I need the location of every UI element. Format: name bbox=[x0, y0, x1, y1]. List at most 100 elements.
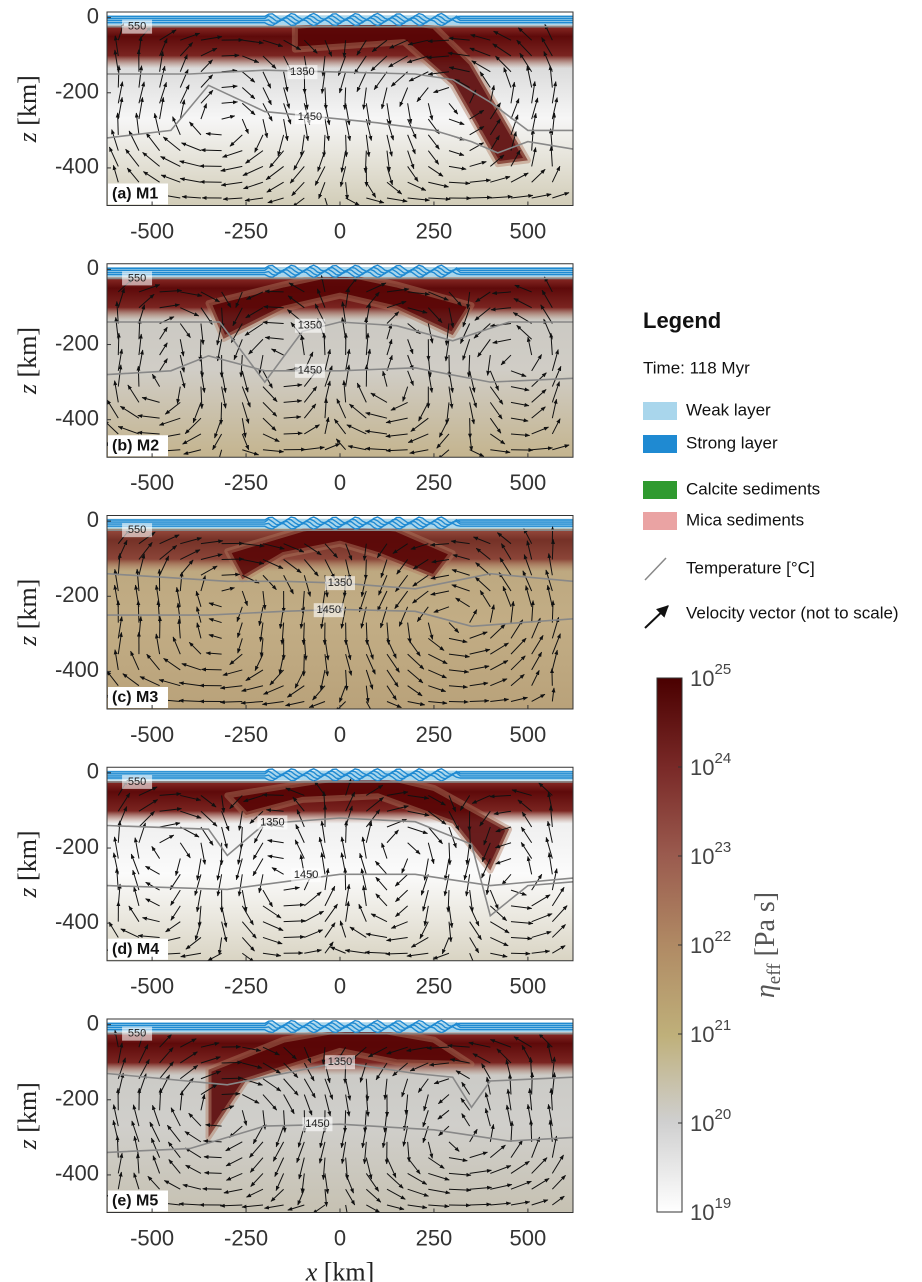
velocity-arrow bbox=[428, 1172, 450, 1181]
velocity-arrow bbox=[548, 65, 553, 88]
velocity-arrow bbox=[359, 852, 367, 875]
y-tick-label: -200 bbox=[55, 1086, 99, 1111]
y-tick-label: -200 bbox=[55, 582, 99, 607]
velocity-arrow bbox=[339, 166, 347, 188]
velocity-arrow bbox=[428, 1204, 450, 1209]
velocity-arrow bbox=[200, 370, 206, 393]
velocity-arrow bbox=[489, 417, 502, 434]
velocity-arrow bbox=[178, 1202, 201, 1207]
velocity-arrow bbox=[113, 35, 119, 57]
air bbox=[107, 767, 573, 771]
velocity-arrow bbox=[551, 687, 556, 702]
isotherm-label: 1450 bbox=[294, 869, 318, 881]
velocity-arrow bbox=[510, 401, 530, 407]
velocity-arrow bbox=[275, 1173, 285, 1192]
velocity-arrow bbox=[490, 194, 513, 199]
velocity-arrow bbox=[200, 553, 223, 560]
velocity-arrow bbox=[407, 150, 415, 170]
velocity-arrow bbox=[356, 71, 367, 93]
velocity-arrow bbox=[252, 1125, 264, 1145]
isotherm bbox=[107, 817, 573, 918]
velocity-arrow bbox=[147, 1175, 160, 1190]
velocity-arrow bbox=[252, 842, 264, 860]
velocity-arrow bbox=[462, 307, 471, 328]
velocity-arrow bbox=[208, 618, 222, 624]
velocity-arrow bbox=[407, 39, 429, 46]
velocity-arrow bbox=[200, 1056, 221, 1064]
velocity-arrow bbox=[500, 543, 512, 560]
velocity-arrow bbox=[160, 156, 181, 167]
velocity-arrow bbox=[339, 920, 347, 938]
panel-title: (b) M2 bbox=[112, 437, 159, 454]
velocity-arrow bbox=[304, 543, 322, 556]
y-tick-label: 0 bbox=[87, 507, 99, 532]
velocity-arrow bbox=[552, 192, 570, 199]
velocity-arrow bbox=[365, 820, 373, 843]
velocity-arrow bbox=[551, 633, 561, 655]
velocity-arrow bbox=[386, 701, 402, 709]
velocity-arrow bbox=[242, 39, 264, 45]
velocity-arrow bbox=[433, 606, 450, 613]
velocity-arrow bbox=[503, 67, 512, 88]
velocity-arrow bbox=[324, 365, 333, 387]
velocity-arrow bbox=[243, 794, 264, 803]
velocity-arrow bbox=[113, 836, 119, 859]
velocity-arrow bbox=[235, 291, 243, 308]
velocity-arrow bbox=[531, 389, 547, 403]
velocity-arrow bbox=[241, 590, 248, 607]
velocity-arrow bbox=[438, 417, 450, 438]
velocity-arrow bbox=[107, 399, 119, 419]
x-tick-label: 0 bbox=[334, 722, 346, 747]
velocity-arrow bbox=[433, 87, 450, 94]
velocity-arrow bbox=[159, 303, 180, 309]
velocity-arrow bbox=[428, 810, 447, 825]
velocity-arrow bbox=[402, 1125, 409, 1147]
velocity-arrow bbox=[158, 679, 181, 687]
velocity-arrow bbox=[159, 96, 165, 120]
velocity-arrow bbox=[407, 1172, 428, 1185]
velocity-arrow bbox=[241, 71, 256, 83]
velocity-arrow bbox=[262, 320, 284, 325]
velocity-arrow bbox=[510, 114, 519, 136]
velocity-arrow bbox=[303, 87, 309, 110]
velocity-arrow bbox=[427, 842, 435, 865]
velocity-arrow bbox=[317, 150, 326, 172]
velocity-arrow bbox=[221, 1091, 241, 1096]
velocity-arrow bbox=[345, 638, 352, 661]
velocity-arrow bbox=[427, 103, 434, 121]
velocity-arrow bbox=[292, 796, 305, 812]
velocity-arrow bbox=[221, 921, 228, 943]
velocity-arrow bbox=[475, 562, 491, 576]
velocity-arrow bbox=[371, 39, 388, 53]
velocity-arrow bbox=[125, 148, 140, 167]
crust-layer bbox=[107, 768, 573, 776]
velocity-arrow bbox=[432, 952, 450, 960]
velocity-arrow bbox=[242, 449, 260, 456]
velocity-arrow bbox=[448, 291, 462, 307]
velocity-arrow bbox=[316, 288, 326, 308]
velocity-arrow bbox=[492, 43, 512, 57]
velocity-arrow bbox=[285, 700, 305, 707]
velocity-arrow bbox=[547, 553, 553, 576]
velocity-arrow bbox=[416, 606, 429, 623]
velocity-arrow bbox=[303, 39, 318, 54]
isotherm-label-bg bbox=[325, 576, 355, 591]
velocity-arrow bbox=[428, 181, 449, 188]
velocity-arrow bbox=[324, 559, 336, 579]
velocity-arrow bbox=[269, 150, 285, 168]
velocity-arrow bbox=[479, 71, 491, 88]
velocity-arrow bbox=[241, 685, 264, 692]
panel-title-bg bbox=[108, 687, 168, 708]
velocity-arrow bbox=[200, 1083, 218, 1095]
velocity-arrow bbox=[265, 808, 284, 813]
x-tick-label: -250 bbox=[224, 974, 268, 999]
velocity-arrow bbox=[386, 805, 409, 812]
velocity-arrow bbox=[394, 873, 408, 887]
velocity-arrow bbox=[138, 1044, 149, 1064]
velocity-arrow bbox=[138, 1058, 150, 1079]
velocity-arrow bbox=[475, 547, 491, 560]
velocity-arrow bbox=[249, 1157, 264, 1173]
velocity-arrow bbox=[365, 1173, 380, 1192]
velocity-arrow bbox=[223, 1188, 243, 1194]
velocity-arrow bbox=[448, 66, 470, 73]
